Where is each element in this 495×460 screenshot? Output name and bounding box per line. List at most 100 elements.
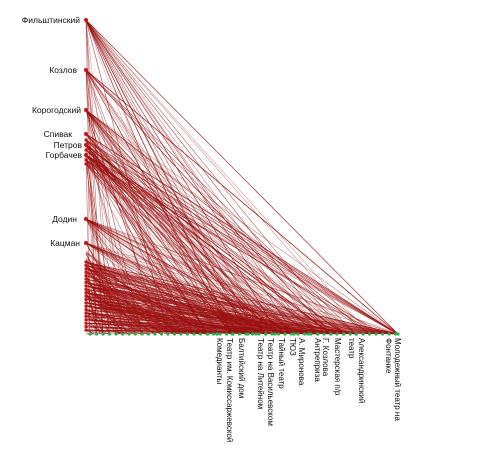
edge-line xyxy=(85,154,234,335)
theatre-label-secret-theatre: Тайный театр xyxy=(277,338,286,389)
director-node xyxy=(84,294,88,298)
theatre-node xyxy=(270,332,274,336)
theatre-node xyxy=(322,332,326,336)
director-node xyxy=(84,301,88,305)
theatre-node-layer xyxy=(88,332,400,336)
theatre-node xyxy=(250,332,255,336)
edge-line xyxy=(85,295,399,335)
edge-line xyxy=(85,292,399,335)
theatre-node xyxy=(206,332,210,336)
edge-line xyxy=(85,19,345,335)
edge-line xyxy=(85,19,201,335)
edge-line xyxy=(85,133,357,335)
edge-line xyxy=(85,159,209,335)
director-node xyxy=(84,267,88,271)
edge-line xyxy=(85,253,133,335)
theatre-node xyxy=(342,332,346,336)
director-node xyxy=(84,284,88,288)
edge-line xyxy=(85,269,104,335)
theatre-label-baltic-house: Балтийский дом xyxy=(237,338,246,398)
edge-line xyxy=(85,109,370,335)
edge-line xyxy=(85,154,332,335)
edge-line xyxy=(85,139,136,335)
edge-line xyxy=(85,302,399,335)
theatre-node xyxy=(224,332,229,336)
edge-line xyxy=(85,288,319,335)
edge-line xyxy=(85,314,127,335)
edge-line xyxy=(85,218,370,335)
edge-line xyxy=(85,159,383,335)
director-node xyxy=(84,148,88,152)
edge-line xyxy=(85,163,399,335)
director-node xyxy=(84,260,88,264)
director-node xyxy=(84,297,88,301)
edge-line xyxy=(85,324,110,335)
theatre-label-kozlova: Г. Козлова xyxy=(321,338,330,377)
theatre-label-masterskaya: Мастерская п/р xyxy=(333,338,342,396)
edge-line xyxy=(85,252,206,335)
edge-line xyxy=(85,139,370,335)
edge-line xyxy=(85,163,267,335)
director-label-gorbachev: Горбачев xyxy=(46,150,83,160)
theatre-node xyxy=(276,332,281,336)
edge-line xyxy=(85,139,344,335)
edge-line xyxy=(85,250,180,335)
edge-line xyxy=(85,291,101,335)
edge-line xyxy=(85,330,156,335)
director-node xyxy=(84,138,88,142)
edge-line xyxy=(85,139,209,335)
edge-line xyxy=(85,285,357,335)
edge-line xyxy=(85,154,399,335)
director-node xyxy=(84,287,88,291)
edge-line xyxy=(85,69,332,335)
theatre-node xyxy=(374,332,378,336)
edge-line xyxy=(85,163,110,335)
director-node xyxy=(84,153,88,157)
theatre-label-alexandrinsky: Александринский xyxy=(357,338,366,403)
edge-line xyxy=(85,109,240,335)
theatre-node xyxy=(264,332,268,336)
theatre-node xyxy=(361,332,365,336)
edge-line xyxy=(85,284,202,335)
director-label-filshtinsky: Фильштинский xyxy=(22,15,80,25)
theatre-node xyxy=(329,332,333,336)
edge-line xyxy=(85,288,357,335)
edge-line xyxy=(85,159,267,335)
edge-line xyxy=(85,154,286,335)
theatre-node xyxy=(218,332,222,336)
director-node xyxy=(84,132,88,136)
director-node xyxy=(84,280,88,284)
theatre-label-komissarzhevskaya: Театр им. Комиссаржевской xyxy=(225,338,234,442)
theatre-node xyxy=(354,332,358,336)
director-label-petrov: Петров xyxy=(54,140,83,150)
director-node xyxy=(84,321,88,325)
theatre-label-tyuz: ТЮЗ xyxy=(288,338,297,356)
edge-line xyxy=(85,268,399,335)
edge-line xyxy=(85,109,399,335)
director-node xyxy=(84,270,88,274)
edge-line xyxy=(85,159,325,335)
edge-line xyxy=(85,242,399,335)
edge-line xyxy=(85,163,218,335)
edge-line xyxy=(85,154,295,335)
theatre-node xyxy=(283,332,287,336)
theatre-node xyxy=(107,332,112,336)
edge-line xyxy=(85,149,345,335)
theatre-node xyxy=(306,332,310,336)
theatre-node xyxy=(257,332,261,336)
theatre-node xyxy=(296,332,300,336)
theatre-node xyxy=(387,332,391,336)
edge-line xyxy=(85,275,399,335)
theatre-label-fontanka: Фонтанке xyxy=(384,338,393,374)
edge-line xyxy=(85,159,195,335)
theatre-node xyxy=(289,332,294,336)
edge-line xyxy=(85,19,299,335)
edge-line xyxy=(85,109,295,335)
edge-line xyxy=(85,144,345,335)
edge-line xyxy=(85,159,257,335)
edge-line xyxy=(85,266,214,335)
edge-line xyxy=(85,109,319,335)
theatre-node xyxy=(302,332,307,336)
edge-line xyxy=(85,19,267,335)
theatre-label-molodezhny: Молодежный театр на xyxy=(393,338,402,421)
